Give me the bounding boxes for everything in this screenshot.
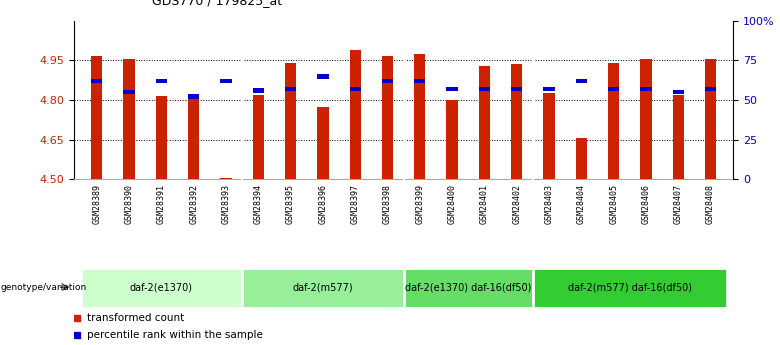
Bar xyxy=(672,90,684,95)
Bar xyxy=(640,59,651,179)
Bar xyxy=(349,50,361,179)
Text: GSM28399: GSM28399 xyxy=(415,184,424,224)
Bar xyxy=(253,88,264,93)
Text: GSM28400: GSM28400 xyxy=(448,184,456,224)
Bar xyxy=(511,87,523,91)
Text: daf-2(m577) daf-16(df50): daf-2(m577) daf-16(df50) xyxy=(568,282,692,292)
Text: GDS770 / 179825_at: GDS770 / 179825_at xyxy=(152,0,282,7)
FancyBboxPatch shape xyxy=(403,268,533,308)
Text: daf-2(e1370): daf-2(e1370) xyxy=(129,282,193,292)
Bar xyxy=(608,87,619,91)
Bar xyxy=(285,63,296,179)
Text: transformed count: transformed count xyxy=(87,313,185,323)
Bar xyxy=(576,79,587,83)
Bar xyxy=(414,79,425,83)
Text: GSM28396: GSM28396 xyxy=(318,184,328,224)
Bar xyxy=(479,87,490,91)
FancyBboxPatch shape xyxy=(533,268,727,308)
Bar xyxy=(91,57,102,179)
Text: percentile rank within the sample: percentile rank within the sample xyxy=(87,331,263,340)
Bar xyxy=(640,87,651,91)
Text: GSM28408: GSM28408 xyxy=(706,184,715,224)
Bar xyxy=(446,100,458,179)
Bar xyxy=(672,95,684,179)
Bar xyxy=(608,63,619,179)
Bar xyxy=(576,138,587,179)
Bar xyxy=(479,66,490,179)
Bar xyxy=(317,107,328,179)
Text: GSM28406: GSM28406 xyxy=(641,184,651,224)
Bar xyxy=(220,79,232,83)
Text: GSM28407: GSM28407 xyxy=(674,184,682,224)
Bar xyxy=(544,87,555,91)
Text: GSM28393: GSM28393 xyxy=(222,184,230,224)
Bar xyxy=(123,59,135,179)
Text: GSM28404: GSM28404 xyxy=(577,184,586,224)
Text: GSM28389: GSM28389 xyxy=(92,184,101,224)
Bar xyxy=(349,87,361,91)
Text: GSM28401: GSM28401 xyxy=(480,184,489,224)
Text: GSM28392: GSM28392 xyxy=(189,184,198,224)
Text: GSM28395: GSM28395 xyxy=(286,184,295,224)
Bar xyxy=(220,178,232,179)
Bar xyxy=(317,74,328,79)
Text: GSM28403: GSM28403 xyxy=(544,184,554,224)
Bar xyxy=(511,65,523,179)
Bar xyxy=(382,79,393,83)
Bar xyxy=(285,87,296,91)
Text: GSM28391: GSM28391 xyxy=(157,184,166,224)
Text: GSM28398: GSM28398 xyxy=(383,184,392,224)
Bar xyxy=(188,95,200,99)
Text: daf-2(e1370) daf-16(df50): daf-2(e1370) daf-16(df50) xyxy=(405,282,531,292)
Bar xyxy=(91,79,102,83)
Bar xyxy=(123,90,135,95)
Bar xyxy=(253,95,264,179)
Text: GSM28405: GSM28405 xyxy=(609,184,619,224)
Text: GSM28390: GSM28390 xyxy=(125,184,133,224)
Bar xyxy=(446,87,458,91)
Bar xyxy=(705,59,716,179)
Bar xyxy=(382,57,393,179)
Bar xyxy=(188,99,200,179)
Bar xyxy=(156,96,167,179)
FancyBboxPatch shape xyxy=(80,268,242,308)
Text: genotype/variation: genotype/variation xyxy=(1,283,87,292)
Text: daf-2(m577): daf-2(m577) xyxy=(292,282,353,292)
Bar xyxy=(705,87,716,91)
Text: GSM28402: GSM28402 xyxy=(512,184,521,224)
Text: GSM28397: GSM28397 xyxy=(351,184,360,224)
Text: GSM28394: GSM28394 xyxy=(254,184,263,224)
Bar xyxy=(156,79,167,83)
Bar xyxy=(414,54,425,179)
FancyBboxPatch shape xyxy=(242,268,403,308)
Bar xyxy=(544,93,555,179)
